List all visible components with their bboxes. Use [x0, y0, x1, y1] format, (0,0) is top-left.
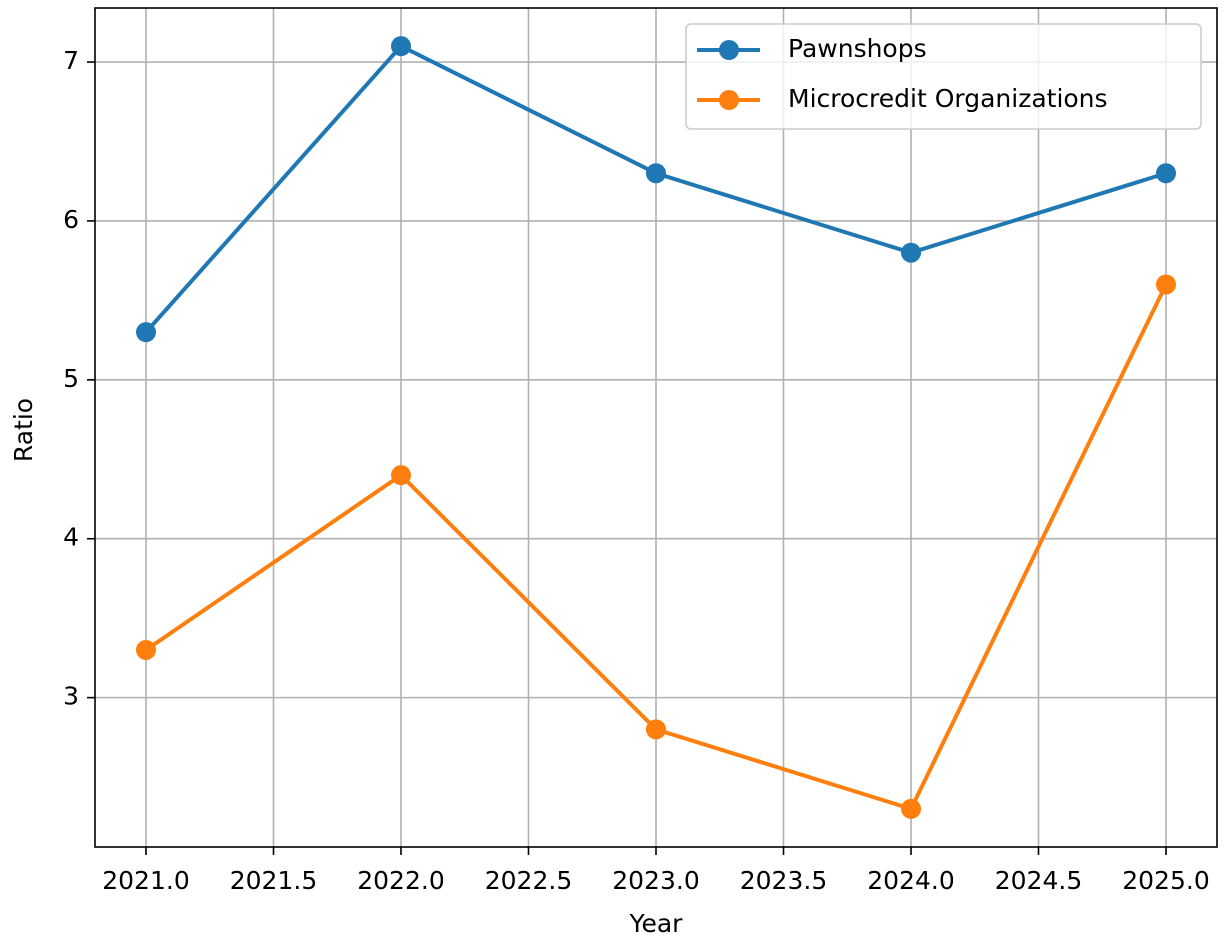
data-point [136, 322, 156, 343]
data-point [136, 639, 156, 660]
x-tick-label: 2023.5 [740, 866, 827, 895]
data-point [646, 719, 666, 740]
data-point [901, 242, 921, 263]
y-tick-label: 4 [63, 523, 79, 552]
legend-box [685, 23, 1202, 130]
legend-label: Pawnshops [788, 34, 927, 63]
legend-marker [719, 40, 739, 60]
x-tick-label: 2025.0 [1122, 866, 1209, 895]
y-tick-label: 7 [63, 46, 79, 75]
x-tick-label: 2024.0 [867, 866, 954, 895]
data-point [391, 465, 411, 486]
x-tick-label: 2022.0 [357, 866, 444, 895]
data-point [901, 798, 921, 819]
plot-frame [94, 7, 1218, 848]
y-tick-label: 6 [63, 205, 79, 234]
x-tick-label: 2023.0 [612, 866, 699, 895]
y-axis-label: Ratio [9, 398, 38, 462]
data-point [1156, 274, 1176, 295]
x-tick-label: 2021.5 [230, 866, 317, 895]
x-axis-label: Year [629, 909, 684, 938]
data-point [646, 163, 666, 184]
x-tick-label: 2024.5 [995, 866, 1082, 895]
legend-label: Microcredit Organizations [788, 84, 1108, 113]
legend-marker [719, 90, 739, 110]
x-tick-label: 2021.0 [102, 866, 189, 895]
y-tick-label: 3 [63, 682, 79, 711]
data-point [391, 36, 411, 57]
y-tick-label: 5 [63, 364, 79, 393]
data-point [1156, 163, 1176, 184]
x-tick-label: 2022.5 [485, 866, 572, 895]
